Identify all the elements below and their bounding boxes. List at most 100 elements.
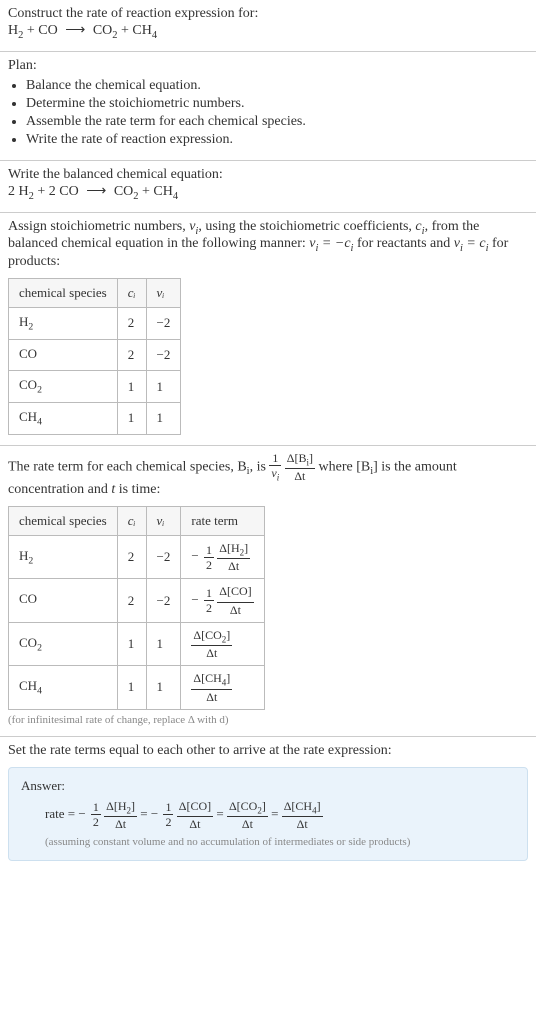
bal-product-co2: CO2 [114,184,139,199]
plan-item: Balance the chemical equation. [26,78,528,94]
cell-species-sub: 2 [28,555,33,566]
rate-frac-num-b: ] [226,671,230,685]
reactant-h2: H2 [8,23,23,38]
term-frac-num-b: ] [131,799,135,813]
rt-b: , is [250,459,270,474]
term-frac-den: Δt [227,817,268,830]
cell-species-sub: 2 [37,642,42,653]
cell-species-text: CH [19,678,37,693]
final-section: Set the rate terms equal to each other t… [0,737,536,879]
th-nui-text: νᵢ [157,285,165,300]
cell-nui: −2 [146,308,181,340]
cell-species: CH4 [9,402,118,434]
rt-frac2-num-b: ] [309,451,313,465]
term-frac-den: Δt [282,817,323,830]
cell-ci: 1 [117,402,146,434]
cell-species: CH4 [9,666,118,709]
eq-sign: = [216,806,227,821]
rate-frac-num-b: ] [244,541,248,555]
cell-species-sub: 2 [37,385,42,396]
cell-nui: −2 [146,535,181,578]
plan-section: Plan: Balance the chemical equation. Det… [0,52,536,161]
rateterm-caption: (for infinitesimal rate of change, repla… [8,714,528,726]
cell-species: CO [9,579,118,622]
th-ci: cᵢ [117,279,146,308]
plan-item: Assemble the rate term for each chemical… [26,114,528,130]
plan-title: Plan: [8,58,528,74]
term-coef: 12 [91,801,101,828]
term-frac-num: Δ[CO2] [227,800,268,817]
rt-frac1-den: νi [269,466,281,482]
stoich-table: chemical species cᵢ νᵢ H2 2 −2 CO 2 −2 C… [8,278,181,434]
rateterm-table: chemical species cᵢ νᵢ rate term H2 2 −2… [8,506,265,710]
cell-species-text: CO [19,591,37,606]
rate-frac-den: Δt [191,690,232,703]
balanced-equation: 2 H2 + 2 CO ⟶ CO2 + CH4 [8,183,528,202]
cell-species-text: H [19,548,28,563]
rt-e: is time: [115,482,160,497]
balanced-title: Write the balanced chemical equation: [8,167,528,183]
rt-frac2-num-a: Δ[B [287,451,307,465]
th-nui-text: νᵢ [157,513,165,528]
rateterm-text: The rate term for each chemical species,… [8,452,528,498]
rate-frac-num-a: Δ[CO [193,628,221,642]
eq-sign: = [140,806,151,821]
plan-item: Write the rate of reaction expression. [26,132,528,148]
bal-plus-1: + [34,184,49,199]
intro-equation: H2 + CO ⟶ CO2 + CH4 [8,22,528,41]
cell-species: CO2 [9,371,118,403]
cell-nui: 1 [146,371,181,403]
stoich-text-a: Assign stoichiometric numbers, [8,219,189,234]
table-row: CH4 1 1 Δ[CH4]Δt [9,666,265,709]
reactant-h2-text: H [8,23,18,38]
cell-species: H2 [9,308,118,340]
rate-word: rate = [45,806,78,821]
rel-reactants-b: = −c [318,236,350,251]
rate-frac-num: Δ[CH4] [191,672,232,689]
term-coef-den: 2 [163,815,173,828]
product-co2-text: CO [93,23,112,38]
table-row: CO 2 −2 − 12 Δ[CO]Δt [9,579,265,622]
bal-product-ch4-text: CH [153,184,172,199]
cell-nui: 1 [146,622,181,665]
answer-label: Answer: [21,778,515,794]
table-header-row: chemical species cᵢ νᵢ rate term [9,506,265,535]
table-row: CO2 1 1 Δ[CO2]Δt [9,622,265,665]
rate-coef: 12 [204,544,214,571]
rate-frac: Δ[CH4]Δt [191,672,232,702]
rate-expression: rate = − 12 Δ[H2]Δt = − 12 Δ[CO]Δt = Δ[C… [21,800,515,830]
product-ch4-text: CH [132,23,151,38]
cell-ci: 1 [117,666,146,709]
cell-ci: 1 [117,371,146,403]
cell-species: CO2 [9,622,118,665]
rel-products-b: = c [463,236,486,251]
reactant-co: CO [38,23,57,38]
rt-frac2: Δ[Bi] Δt [285,452,315,482]
rate-neg: − [191,548,200,563]
rt-a: The rate term for each chemical species,… [8,459,247,474]
term-neg: − [151,806,160,821]
term-frac-num: Δ[CO] [177,800,213,817]
rate-frac: Δ[CO]Δt [217,585,253,615]
cell-ci: 1 [117,622,146,665]
bal-reactant-h2: 2 H2 [8,184,34,199]
cell-ci: 2 [117,579,146,622]
term-frac: Δ[CO2]Δt [227,800,268,830]
cell-nui: −2 [146,579,181,622]
cell-rate: Δ[CO2]Δt [181,622,264,665]
cell-rate: Δ[CH4]Δt [181,666,264,709]
term-neg: − [78,806,87,821]
cell-species-text: CH [19,409,37,424]
rate-neg: − [191,592,200,607]
cell-species-text: CO [19,346,37,361]
term-frac-num-b: ] [262,799,266,813]
rate-frac-num-a: Δ[H [219,541,239,555]
th-ci-text: cᵢ [128,513,136,528]
stoich-text: Assign stoichiometric numbers, νi, using… [8,219,528,271]
rateterm-section: The rate term for each chemical species,… [0,446,536,737]
term-coef-num: 1 [163,801,173,815]
intro-plus-1: + [23,23,38,38]
rel-reactants: νi = −ci [309,236,353,251]
rate-frac-den: Δt [217,559,250,572]
eq-sign: = [271,806,282,821]
